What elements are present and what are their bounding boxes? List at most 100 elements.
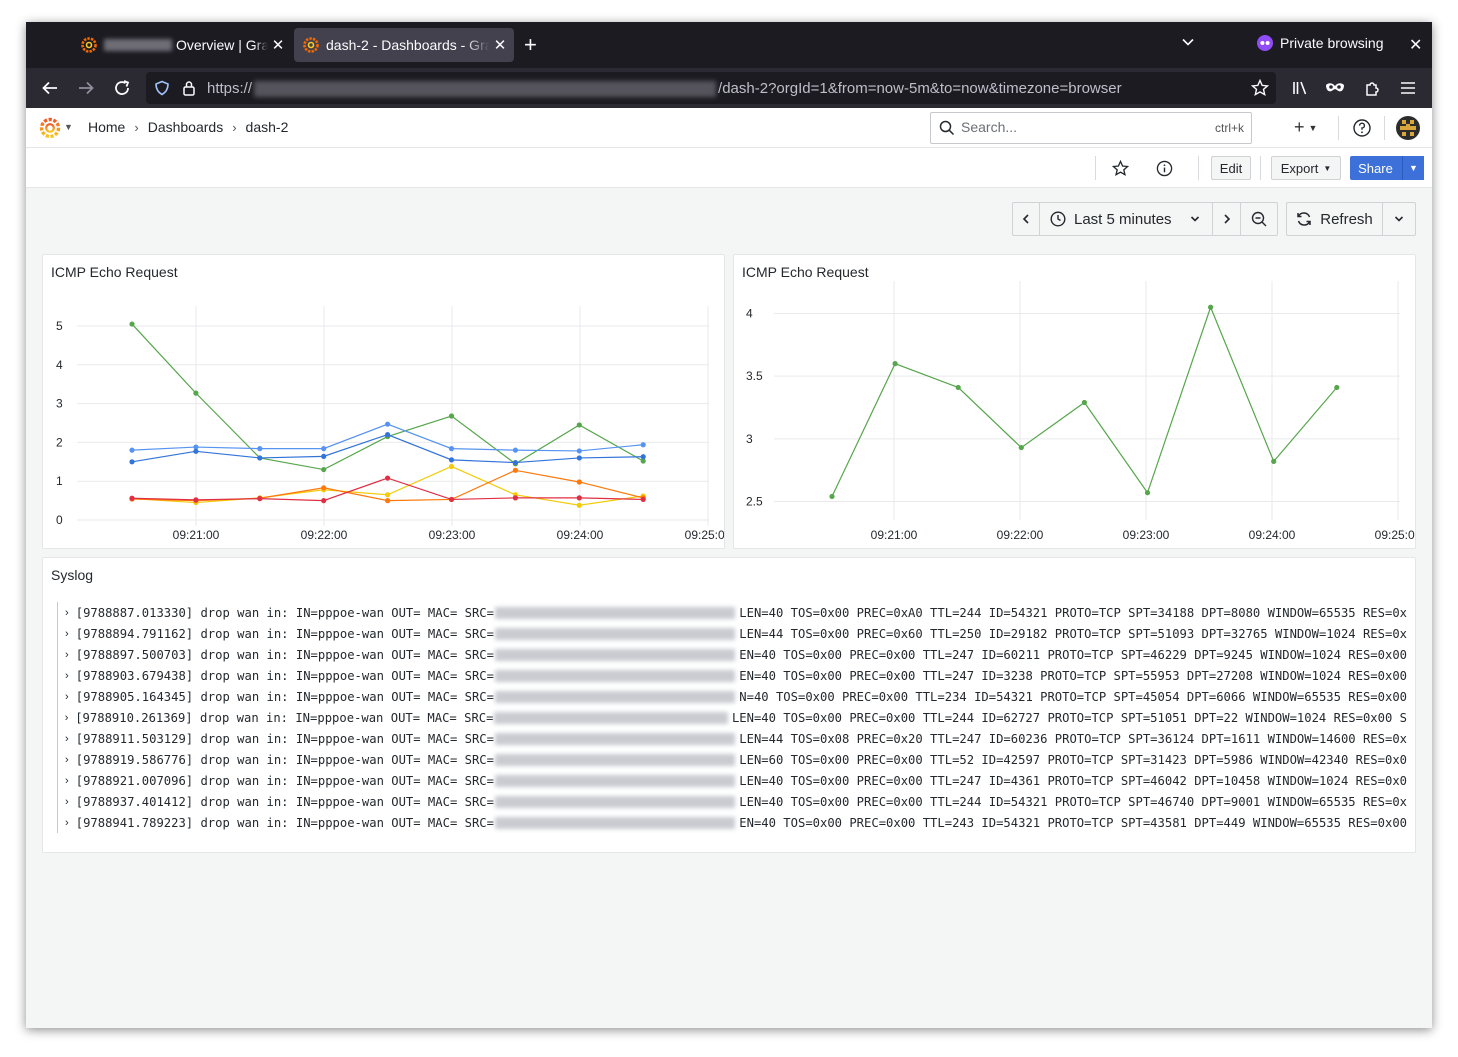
library-icon[interactable] xyxy=(1288,76,1312,100)
panel-icmp-echo-request-1[interactable]: ICMP Echo Request 0 1 2 3 4 5 09:21:00 09:22:00… xyxy=(42,254,725,549)
redacted-host xyxy=(254,80,717,97)
chevron-down-icon xyxy=(1190,216,1199,222)
expand-chevron-icon[interactable]: › xyxy=(65,669,69,682)
refresh-button[interactable]: Refresh xyxy=(1286,202,1383,236)
data-point xyxy=(892,361,898,367)
log-line-suffix: LEN=40 TOS=0x00 PREC=0x00 TTL=244 ID=543… xyxy=(739,794,1407,809)
close-window-icon[interactable]: ✕ xyxy=(1409,37,1423,54)
divider xyxy=(1260,156,1261,180)
favorite-star-icon[interactable] xyxy=(1112,160,1129,177)
log-line-suffix: LEN=40 TOS=0x00 PREC=0xA0 TTL=244 ID=543… xyxy=(739,605,1407,620)
expand-chevron-icon[interactable]: › xyxy=(65,732,69,745)
data-point xyxy=(193,444,199,450)
list-tabs-chevron-icon[interactable] xyxy=(1181,35,1195,49)
x-tick-label: 09:25:00 xyxy=(685,528,724,542)
url-bar[interactable]: https:// /dash-2?orgId=1&from=now-5m&to=… xyxy=(146,72,1276,104)
expand-chevron-icon[interactable]: › xyxy=(65,774,69,787)
export-button[interactable]: Export ▼ xyxy=(1271,156,1341,180)
reload-icon[interactable] xyxy=(110,76,134,100)
log-row[interactable]: › [9788919.586776] drop wan in: IN=pppoe-… xyxy=(57,749,1407,770)
log-row[interactable]: › [9788903.679438] drop wan in: IN=pppoe-… xyxy=(57,665,1407,686)
chevron-down-icon: ▼ xyxy=(1323,163,1332,173)
tracking-shield-icon[interactable] xyxy=(154,80,170,96)
refresh-interval-dropdown[interactable] xyxy=(1382,202,1416,236)
time-range-picker[interactable]: Last 5 minutes xyxy=(1039,202,1213,236)
edit-button[interactable]: Edit xyxy=(1211,156,1251,180)
panel-title: ICMP Echo Request xyxy=(51,264,178,280)
tab-overview[interactable]: Overview | Grafana ✕ xyxy=(72,28,292,62)
log-row[interactable]: › [9788937.401412] drop wan in: IN=pppoe-… xyxy=(57,791,1407,812)
back-arrow-icon[interactable] xyxy=(38,76,62,100)
log-row[interactable]: › [9788897.500703] drop wan in: IN=pppoe-… xyxy=(57,644,1407,665)
menu-hamburger-icon[interactable] xyxy=(1396,76,1420,100)
info-icon[interactable] xyxy=(1156,160,1173,177)
redacted-address xyxy=(494,711,728,724)
user-avatar[interactable] xyxy=(1396,116,1420,140)
grafana-logo-icon[interactable] xyxy=(38,116,62,140)
breadcrumb-home[interactable]: Home xyxy=(88,119,126,135)
search-input[interactable] xyxy=(961,119,1181,135)
navigation-bar: https:// /dash-2?orgId=1&from=now-5m&to=… xyxy=(26,68,1432,108)
expand-chevron-icon[interactable]: › xyxy=(65,795,69,808)
panel-syslog[interactable]: Syslog › [9788887.013330] drop wan in: IN… xyxy=(42,557,1416,853)
extensions-icon[interactable] xyxy=(1360,76,1384,100)
data-point xyxy=(576,448,582,454)
y-tick-label: 2 xyxy=(56,435,63,449)
private-mask-icon[interactable] xyxy=(1323,76,1347,100)
log-row[interactable]: › [9788941.789223] drop wan in: IN=pppoe-… xyxy=(57,812,1407,833)
log-row[interactable]: › [9788910.261369] drop wan in: IN=pppoe-… xyxy=(57,707,1407,728)
logo-chevron-icon[interactable]: ▼ xyxy=(64,122,73,132)
log-row[interactable]: › [9788894.791162] drop wan in: IN=pppoe-… xyxy=(57,623,1407,644)
y-tick-label: 1 xyxy=(56,474,63,488)
forward-arrow-icon[interactable] xyxy=(74,76,98,100)
log-row[interactable]: › [9788887.013330] drop wan in: IN=pppoe-… xyxy=(57,602,1407,623)
panel-icmp-echo-request-2[interactable]: ICMP Echo Request 2.5 3 3.5 4 09:21:00 09:22:… xyxy=(733,254,1416,549)
log-list: › [9788887.013330] drop wan in: IN=pppoe-… xyxy=(57,602,1407,833)
log-line-prefix: [9788887.013330] drop wan in: IN=pppoe-w… xyxy=(75,605,494,620)
share-button[interactable]: Share xyxy=(1358,160,1393,176)
time-shift-back-button[interactable] xyxy=(1012,202,1040,236)
redacted-address xyxy=(494,669,736,682)
log-line-prefix: [9788937.401412] drop wan in: IN=pppoe-w… xyxy=(75,794,494,809)
expand-chevron-icon[interactable]: › xyxy=(65,816,69,829)
time-shift-forward-button[interactable] xyxy=(1212,202,1241,236)
expand-chevron-icon[interactable]: › xyxy=(65,690,69,703)
data-point xyxy=(385,421,391,427)
expand-chevron-icon[interactable]: › xyxy=(65,648,69,661)
expand-chevron-icon[interactable]: › xyxy=(65,627,69,640)
data-point xyxy=(321,446,327,452)
log-row[interactable]: › [9788905.164345] drop wan in: IN=pppoe-… xyxy=(57,686,1407,707)
breadcrumb-dashboards[interactable]: Dashboards xyxy=(147,119,224,135)
x-tick-label: 09:23:00 xyxy=(1123,528,1170,542)
y-tick-label: 4 xyxy=(56,358,63,372)
new-menu-button[interactable]: + ▼ xyxy=(1294,117,1317,138)
lock-icon[interactable] xyxy=(182,80,196,96)
x-tick-label: 09:25:00 xyxy=(1375,528,1415,542)
expand-chevron-icon[interactable]: › xyxy=(65,753,69,766)
log-row[interactable]: › [9788911.503129] drop wan in: IN=pppoe-… xyxy=(57,728,1407,749)
data-point xyxy=(321,466,327,473)
data-point xyxy=(257,455,263,461)
log-line-prefix: [9788903.679438] drop wan in: IN=pppoe-w… xyxy=(75,668,494,683)
zoom-out-button[interactable] xyxy=(1240,202,1278,236)
log-line-suffix: LEN=60 TOS=0x00 PREC=0x00 TTL=52 ID=4259… xyxy=(739,752,1407,767)
search-box[interactable]: ctrl+k xyxy=(930,112,1252,144)
expand-chevron-icon[interactable]: › xyxy=(65,606,69,619)
data-point xyxy=(512,467,518,473)
chevron-down-icon: ▼ xyxy=(1308,122,1318,133)
expand-chevron-icon[interactable]: › xyxy=(64,711,69,724)
tab-dash-2[interactable]: dash-2 - Dashboards - Grafana ✕ xyxy=(294,28,514,62)
help-icon[interactable] xyxy=(1352,118,1372,138)
share-dropdown-chevron-icon[interactable]: ▼ xyxy=(1402,156,1424,180)
log-line-prefix: [9788941.789223] drop wan in: IN=pppoe-w… xyxy=(75,815,494,830)
new-tab-icon[interactable]: + xyxy=(524,32,537,57)
close-tab-icon[interactable]: ✕ xyxy=(271,37,285,54)
log-row[interactable]: › [9788921.007096] drop wan in: IN=pppoe-… xyxy=(57,770,1407,791)
y-tick-label: 3.5 xyxy=(746,369,763,383)
bookmark-star-icon[interactable] xyxy=(1251,79,1269,97)
data-point xyxy=(321,453,327,459)
close-tab-icon[interactable]: ✕ xyxy=(493,37,507,54)
x-tick-label: 09:24:00 xyxy=(557,528,604,542)
zoom-out-icon xyxy=(1251,211,1267,227)
url-path: /dash-2?orgId=1&from=now-5m&to=now&timez… xyxy=(718,80,1122,97)
